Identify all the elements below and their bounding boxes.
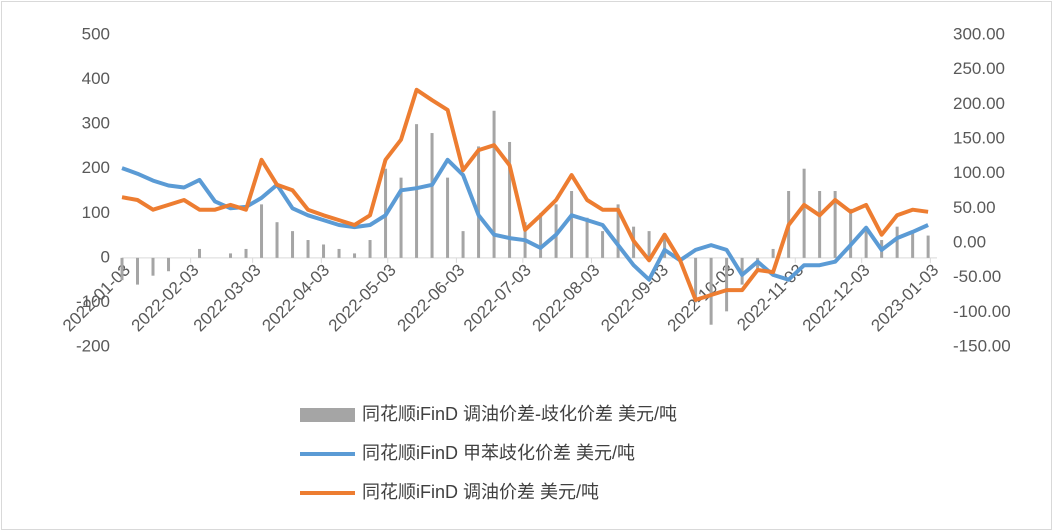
bar (275, 222, 279, 258)
bar (415, 124, 419, 258)
bar (895, 226, 899, 258)
bar (818, 191, 822, 258)
bar (647, 231, 651, 258)
legend-label: 同花顺iFinD 调油价差 美元/吨 (362, 482, 599, 502)
bar (322, 244, 326, 258)
bar (244, 248, 248, 258)
bar (477, 146, 481, 258)
y-tick-label: 400 (82, 69, 110, 88)
bar (399, 177, 403, 258)
y-tick-label: -200 (76, 336, 110, 355)
bar (260, 204, 264, 258)
bar (306, 240, 310, 258)
bar (291, 231, 295, 258)
y2-tick-label: -100.00 (953, 302, 1011, 321)
bar (229, 253, 233, 258)
bar (771, 248, 775, 258)
legend-swatch (300, 408, 355, 422)
y-tick-label: 500 (82, 24, 110, 43)
bar (151, 257, 155, 276)
bar (446, 177, 450, 258)
bar (353, 253, 357, 258)
bar (554, 204, 558, 258)
bar (864, 226, 868, 258)
bar (709, 257, 713, 325)
y-tick-label: 0 (101, 247, 110, 266)
bar (198, 248, 202, 258)
y2-tick-label: 150.00 (953, 128, 1005, 147)
line (121, 87, 929, 302)
y2-tick-label: -50.00 (953, 267, 1001, 286)
bar (585, 217, 589, 258)
y-tick-label: 300 (82, 114, 110, 133)
bar (601, 231, 605, 258)
bar (570, 191, 574, 258)
legend-label: 同花顺iFinD 调油价差-歧化价差 美元/吨 (362, 404, 677, 424)
bar (725, 257, 729, 312)
bar (120, 257, 124, 281)
bar (508, 141, 512, 258)
bar (136, 257, 140, 285)
bar (167, 257, 171, 272)
bar (492, 110, 496, 258)
bar (849, 208, 853, 258)
y2-tick-label: 300.00 (953, 24, 1005, 43)
bar (616, 204, 620, 258)
y2-tick-label: 200.00 (953, 94, 1005, 113)
bar (756, 257, 760, 272)
bar (694, 257, 698, 303)
bar (926, 235, 930, 258)
y-tick-label: -100 (76, 292, 110, 311)
legend-label: 同花顺iFinD 甲苯歧化价差 美元/吨 (362, 443, 635, 463)
y2-tick-label: -150.00 (953, 336, 1011, 355)
bar (368, 240, 372, 258)
bar (911, 231, 915, 258)
y-tick-label: 200 (82, 158, 110, 177)
bar (663, 235, 667, 258)
bar (430, 133, 434, 258)
bar (539, 213, 543, 258)
bar (337, 248, 341, 258)
y2-tick-label: 250.00 (953, 59, 1005, 78)
bar (833, 191, 837, 258)
bar (461, 231, 465, 258)
y2-tick-label: 100.00 (953, 163, 1005, 182)
line (121, 157, 929, 282)
y2-tick-label: 50.00 (953, 198, 996, 217)
y-tick-label: 100 (82, 203, 110, 222)
bar (802, 168, 806, 258)
y2-tick-label: 0.00 (953, 232, 986, 251)
